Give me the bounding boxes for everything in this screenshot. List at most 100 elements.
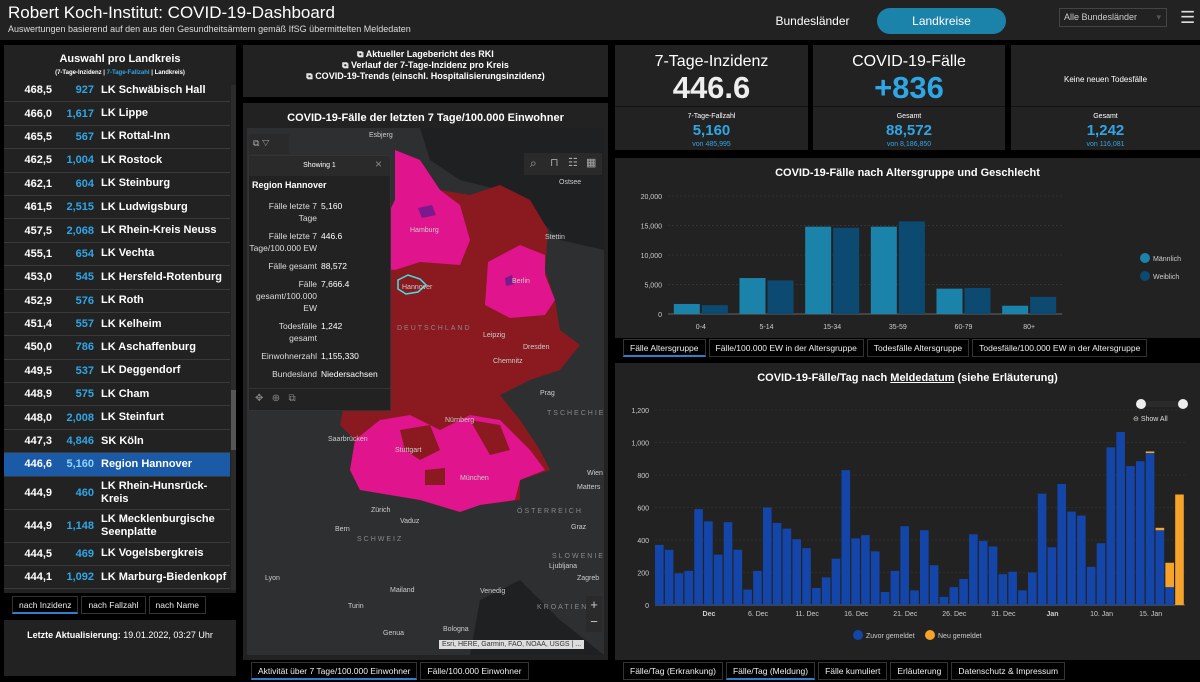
layer-selector[interactable]: ⧉ ▽ — [249, 134, 289, 154]
bar-previous[interactable] — [988, 546, 998, 606]
bar-previous[interactable] — [880, 592, 890, 605]
bar-previous[interactable] — [821, 577, 831, 605]
list-item[interactable]: 449,5 537 LK Deggendorf — [4, 360, 230, 384]
range-handle-start[interactable] — [1136, 399, 1146, 409]
bar-previous[interactable] — [959, 579, 968, 605]
age-tab-deaths-per-100k[interactable]: Todesfälle/100.000 EW in der Altersgrupp… — [972, 339, 1148, 357]
bar-previous[interactable] — [1126, 466, 1135, 605]
bar-previous[interactable] — [1135, 461, 1145, 605]
zoom-in-button[interactable]: + — [590, 597, 598, 612]
bar-previous[interactable] — [704, 521, 713, 605]
bar-previous[interactable] — [1047, 547, 1057, 605]
bar-männlich-35-59[interactable] — [870, 226, 897, 314]
list-item[interactable]: 452,9 576 LK Roth — [4, 290, 230, 313]
bar-männlich-0-4[interactable] — [673, 303, 700, 314]
list-item[interactable]: 444,9 1,148 LK Mecklenburgische Seenplatte — [4, 510, 230, 543]
daily-tab-report[interactable]: Fälle/Tag (Meldung) — [725, 662, 816, 680]
bar-new[interactable] — [1145, 451, 1155, 454]
legend-label[interactable]: Neu gemeldet — [938, 633, 982, 640]
bar-previous[interactable] — [1057, 483, 1067, 605]
link-trends[interactable]: ⧉ COVID-19-Trends (einschl. Hospitalisie… — [243, 71, 608, 82]
bar-new[interactable] — [1175, 494, 1184, 606]
bar-previous[interactable] — [674, 573, 684, 605]
list-item[interactable]: 462,5 1,004 LK Rostock — [4, 149, 230, 173]
legend-label[interactable]: Männlich — [1153, 256, 1181, 263]
bar-previous[interactable] — [861, 535, 870, 605]
daily-tab-onset[interactable]: Fälle/Tag (Erkrankung) — [623, 662, 723, 680]
show-all-button[interactable]: ⊖ Show All — [1133, 415, 1168, 423]
bar-previous[interactable] — [929, 565, 939, 605]
pan-icon[interactable]: ✥ — [255, 393, 264, 404]
selected-district-hannover[interactable] — [397, 274, 428, 295]
list-item[interactable]: 444,9 460 LK Rhein-Hunsrück-Kreis — [4, 477, 230, 510]
bar-previous[interactable] — [655, 544, 664, 605]
bar-männlich-15-34[interactable] — [805, 226, 832, 314]
bar-previous[interactable] — [998, 574, 1008, 605]
layers-icon[interactable]: ⧉ — [288, 393, 296, 404]
bookmark-icon[interactable]: ⊓ — [550, 157, 559, 169]
bar-previous[interactable] — [802, 548, 811, 605]
list-item[interactable]: 448,0 2,008 LK Steinfurt — [4, 406, 230, 430]
link-text[interactable]: Verlauf der 7-Tage-Inzidenz pro Kreis — [351, 60, 509, 70]
bar-previous[interactable] — [664, 549, 674, 605]
basemap-gallery-icon[interactable]: ▦ — [586, 157, 597, 169]
list-item[interactable]: 461,5 2,515 LK Ludwigsburg — [4, 196, 230, 220]
bar-new[interactable] — [1155, 527, 1165, 531]
bar-previous[interactable] — [762, 507, 772, 606]
list-item[interactable]: 443,4340SK Bamberg — [4, 589, 230, 593]
range-scrollbar[interactable] — [1140, 401, 1180, 407]
bar-previous[interactable] — [870, 551, 880, 605]
tab-bundeslaender[interactable]: Bundesländer — [775, 14, 850, 28]
bar-previous[interactable] — [851, 538, 860, 605]
bar-previous[interactable] — [1086, 566, 1096, 605]
bar-previous[interactable] — [939, 596, 949, 605]
bar-new[interactable] — [1165, 562, 1174, 588]
bar-previous[interactable] — [1145, 453, 1155, 605]
link-lagebericht[interactable]: ⧉ Aktueller Lagebericht des RKI — [243, 49, 608, 60]
list-item[interactable]: 457,5 2,068 LK Rhein-Kreis Neuss — [4, 219, 230, 243]
link-text[interactable]: Aktueller Lagebericht des RKI — [365, 49, 494, 59]
bar-männlich-60-79[interactable] — [936, 288, 963, 314]
bar-previous[interactable] — [1096, 543, 1106, 605]
bar-männlich-80+[interactable] — [1002, 305, 1029, 314]
bar-previous[interactable] — [1027, 572, 1037, 606]
sort-by-name[interactable]: nach Name — [148, 596, 207, 614]
bar-previous[interactable] — [713, 554, 723, 605]
list-item[interactable]: 446,6 5,160 Region Hannover — [4, 453, 230, 477]
bar-previous[interactable] — [969, 534, 978, 605]
bar-previous[interactable] — [1077, 515, 1086, 605]
list-item[interactable]: 447,3 4,846 SK Köln — [4, 430, 230, 454]
legend-list-icon[interactable]: ☷ — [568, 157, 578, 169]
age-tab-cases-per-100k[interactable]: Fälle/100.000 EW in der Altersgruppe — [708, 339, 864, 357]
map-tab-cases-per-100k[interactable]: Fälle/100.000 Einwohner — [420, 662, 529, 680]
tab-landkreise[interactable]: Landkreise — [877, 8, 1006, 34]
bar-previous[interactable] — [772, 522, 782, 605]
state-select[interactable]: Alle Bundesländer ▾ — [1059, 8, 1167, 27]
bar-previous[interactable] — [812, 587, 821, 605]
bar-weiblich-5-14[interactable] — [767, 280, 794, 314]
legend-label[interactable]: Zuvor gemeldet — [866, 633, 915, 640]
bar-previous[interactable] — [733, 549, 743, 605]
list-item[interactable]: 451,4 557 LK Kelheim — [4, 313, 230, 337]
meldedatum-link[interactable]: Meldedatum — [890, 372, 955, 384]
bar-previous[interactable] — [1008, 571, 1017, 605]
bar-weiblich-80+[interactable] — [1030, 296, 1057, 314]
bar-previous[interactable] — [1067, 511, 1076, 605]
bar-weiblich-15-34[interactable] — [833, 227, 860, 314]
bar-previous[interactable] — [890, 570, 900, 605]
age-tab-cases[interactable]: Fälle Altersgruppe — [623, 339, 706, 357]
bar-weiblich-0-4[interactable] — [701, 305, 728, 314]
menu-icon[interactable]: ☰ — [1180, 8, 1196, 27]
bar-previous[interactable] — [949, 587, 959, 605]
bar-previous[interactable] — [792, 539, 802, 605]
scrollbar-thumb[interactable] — [231, 390, 236, 450]
list-item[interactable]: 444,5 469 LK Vogelsbergkreis — [4, 543, 230, 567]
list-item[interactable]: 453,0 545 LK Hersfeld-Rotenburg — [4, 266, 230, 290]
bar-previous[interactable] — [920, 530, 929, 605]
list-item[interactable]: 465,5 567 LK Rottal-Inn — [4, 126, 230, 150]
daily-tab-cumulative[interactable]: Fälle kumuliert — [818, 662, 888, 680]
search-icon[interactable]: ⌕ — [530, 156, 537, 170]
bar-previous[interactable] — [694, 509, 703, 605]
bar-previous[interactable] — [841, 470, 851, 605]
bar-previous[interactable] — [910, 590, 919, 605]
